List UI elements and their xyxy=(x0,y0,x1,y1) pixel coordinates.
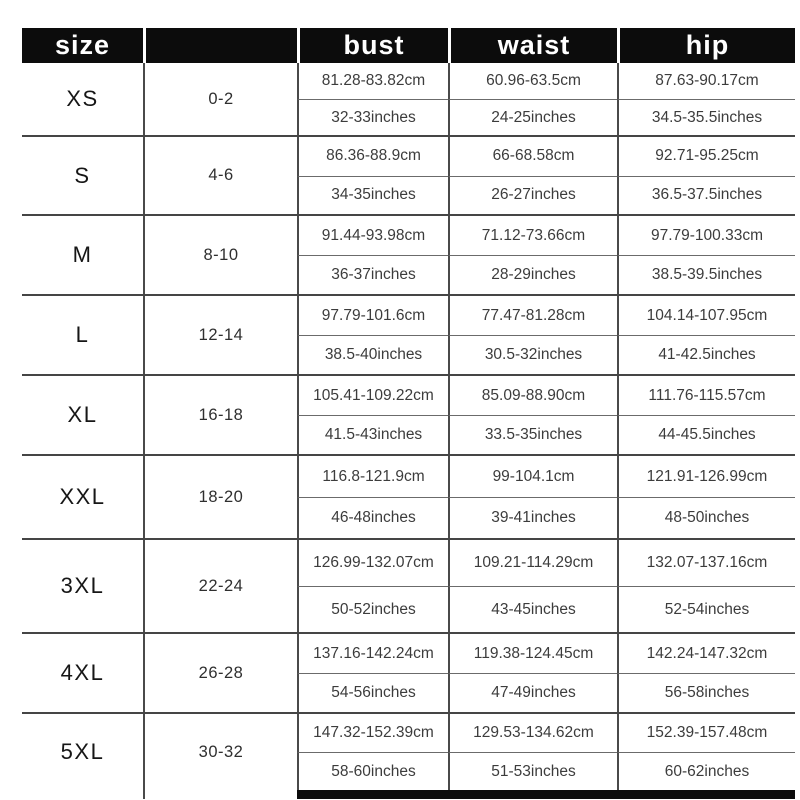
bust-cm-value: 116.8-121.9cm xyxy=(297,456,448,497)
waist-cm-value: 60.96-63.5cm xyxy=(448,63,617,99)
table-header-row: size bust waist hip xyxy=(22,28,795,63)
waist-inches-value: 47-49inches xyxy=(448,673,617,712)
hip-cm-value: 142.24-147.32cm xyxy=(617,634,795,673)
size-row-group: XL 16-18 105.41-109.22cm 85.09-88.90cm 1… xyxy=(22,374,795,454)
size-row-group: XS 0-2 81.28-83.82cm 60.96-63.5cm 87.63-… xyxy=(22,63,795,135)
size-label: 4XL xyxy=(60,660,105,685)
size-row-group: 3XL 22-24 126.99-132.07cm 109.21-114.29c… xyxy=(22,538,795,632)
bust-inches-value: 36-37inches xyxy=(297,255,448,294)
waist-cm-value: 99-104.1cm xyxy=(448,456,617,497)
bust-inches-value: 34-35inches xyxy=(297,175,448,214)
hip-cm-value: 121.91-126.99cm xyxy=(617,456,795,497)
size-row-group: M 8-10 91.44-93.98cm 71.12-73.66cm 97.79… xyxy=(22,214,795,294)
size-range: 22-24 xyxy=(143,540,297,632)
size-label: 3XL xyxy=(60,573,105,598)
waist-inches-value: 28-29inches xyxy=(448,255,617,294)
waist-inches-value: 24-25inches xyxy=(448,99,617,135)
waist-inches-value: 43-45inches xyxy=(448,586,617,632)
size-row-group: 5XL 30-32 147.32-152.39cm 129.53-134.62c… xyxy=(22,712,795,790)
bust-cm-value: 147.32-152.39cm xyxy=(297,714,448,752)
header-waist: waist xyxy=(448,28,617,63)
waist-cm-value: 129.53-134.62cm xyxy=(448,714,617,752)
hip-cm-value: 92.71-95.25cm xyxy=(617,137,795,176)
bust-cm-value: 97.79-101.6cm xyxy=(297,296,448,335)
size-range: 30-32 xyxy=(143,714,297,790)
waist-inches-value: 26-27inches xyxy=(448,175,617,214)
waist-cm-value: 77.47-81.28cm xyxy=(448,296,617,335)
waist-cm-value: 109.21-114.29cm xyxy=(448,540,617,586)
size-label: M xyxy=(72,242,93,267)
table-body: XS 0-2 81.28-83.82cm 60.96-63.5cm 87.63-… xyxy=(22,63,795,790)
hip-cm-value: 104.14-107.95cm xyxy=(617,296,795,335)
size-range: 26-28 xyxy=(143,634,297,712)
bust-inches-value: 50-52inches xyxy=(297,586,448,632)
hip-inches-value: 52-54inches xyxy=(617,586,795,632)
bust-cm-value: 137.16-142.24cm xyxy=(297,634,448,673)
bust-inches-value: 32-33inches xyxy=(297,99,448,135)
footer-stub-mid xyxy=(143,790,297,799)
size-range: 0-2 xyxy=(143,63,297,135)
size-row-group: 4XL 26-28 137.16-142.24cm 119.38-124.45c… xyxy=(22,632,795,712)
bust-inches-value: 38.5-40inches xyxy=(297,335,448,374)
size-label: L xyxy=(75,322,90,347)
size-label: S xyxy=(74,162,91,188)
size-chart-table: size bust waist hip XS 0-2 81.28-83.82cm… xyxy=(22,28,795,799)
hip-inches-value: 38.5-39.5inches xyxy=(617,255,795,294)
header-hip: hip xyxy=(617,28,795,63)
hip-inches-value: 36.5-37.5inches xyxy=(617,175,795,214)
size-range: 4-6 xyxy=(143,137,297,214)
bust-cm-value: 81.28-83.82cm xyxy=(297,63,448,99)
bottom-black-bar xyxy=(297,790,795,799)
hip-inches-value: 60-62inches xyxy=(617,752,795,790)
hip-inches-value: 41-42.5inches xyxy=(617,335,795,374)
hip-cm-value: 87.63-90.17cm xyxy=(617,63,795,99)
size-label: XXL xyxy=(59,484,106,509)
size-label: XL xyxy=(67,402,98,427)
bust-cm-value: 126.99-132.07cm xyxy=(297,540,448,586)
bust-cm-value: 86.36-88.9cm xyxy=(297,137,448,176)
header-size: size xyxy=(22,28,143,63)
hip-inches-value: 56-58inches xyxy=(617,673,795,712)
size-range: 18-20 xyxy=(143,456,297,538)
hip-inches-value: 48-50inches xyxy=(617,497,795,538)
hip-cm-value: 152.39-157.48cm xyxy=(617,714,795,752)
size-row-group: XXL 18-20 116.8-121.9cm 99-104.1cm 121.9… xyxy=(22,454,795,538)
hip-inches-value: 34.5-35.5inches xyxy=(617,99,795,135)
table-footer-row xyxy=(22,790,795,799)
size-range: 12-14 xyxy=(143,296,297,374)
waist-inches-value: 33.5-35inches xyxy=(448,415,617,454)
footer-stub-left xyxy=(22,790,143,799)
size-label: 5XL xyxy=(60,739,105,764)
waist-inches-value: 39-41inches xyxy=(448,497,617,538)
size-row-group: L 12-14 97.79-101.6cm 77.47-81.28cm 104.… xyxy=(22,294,795,374)
header-spacer-cell xyxy=(143,28,297,63)
size-row-group: S 4-6 86.36-88.9cm 66-68.58cm 92.71-95.2… xyxy=(22,135,795,214)
waist-cm-value: 71.12-73.66cm xyxy=(448,216,617,255)
size-label: XS xyxy=(66,86,99,111)
waist-cm-value: 66-68.58cm xyxy=(448,137,617,176)
hip-cm-value: 111.76-115.57cm xyxy=(617,376,795,415)
waist-cm-value: 85.09-88.90cm xyxy=(448,376,617,415)
bust-inches-value: 54-56inches xyxy=(297,673,448,712)
hip-inches-value: 44-45.5inches xyxy=(617,415,795,454)
waist-cm-value: 119.38-124.45cm xyxy=(448,634,617,673)
bust-inches-value: 46-48inches xyxy=(297,497,448,538)
bust-cm-value: 105.41-109.22cm xyxy=(297,376,448,415)
bust-cm-value: 91.44-93.98cm xyxy=(297,216,448,255)
size-range: 8-10 xyxy=(143,216,297,294)
hip-cm-value: 97.79-100.33cm xyxy=(617,216,795,255)
size-range: 16-18 xyxy=(143,376,297,454)
waist-inches-value: 30.5-32inches xyxy=(448,335,617,374)
header-bust: bust xyxy=(297,28,448,63)
bust-inches-value: 58-60inches xyxy=(297,752,448,790)
bust-inches-value: 41.5-43inches xyxy=(297,415,448,454)
hip-cm-value: 132.07-137.16cm xyxy=(617,540,795,586)
waist-inches-value: 51-53inches xyxy=(448,752,617,790)
